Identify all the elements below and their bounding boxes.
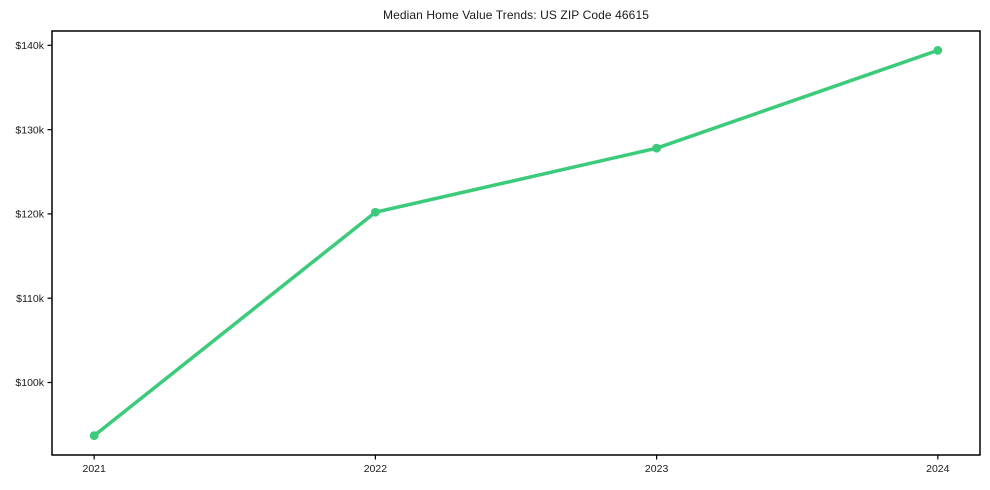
plot-border	[51, 30, 981, 456]
x-tick-label: 2021	[83, 463, 107, 475]
x-tick-label: 2022	[364, 463, 388, 475]
y-tick-label: $140k	[15, 40, 44, 52]
data-point-2022	[370, 207, 380, 217]
x-tick-label: 2024	[926, 463, 950, 475]
y-tick-label: $100k	[15, 377, 44, 389]
data-point-2021	[89, 431, 99, 441]
y-tick-label: $130k	[15, 124, 44, 136]
x-tick-label: 2023	[645, 463, 669, 475]
data-point-2024	[933, 45, 943, 55]
y-tick-label: $120k	[15, 209, 44, 221]
data-point-2023	[652, 143, 662, 153]
chart-title: Median Home Value Trends: US ZIP Code 46…	[382, 8, 649, 22]
y-tick-label: $110k	[16, 293, 45, 305]
trend-line	[92, 48, 940, 438]
